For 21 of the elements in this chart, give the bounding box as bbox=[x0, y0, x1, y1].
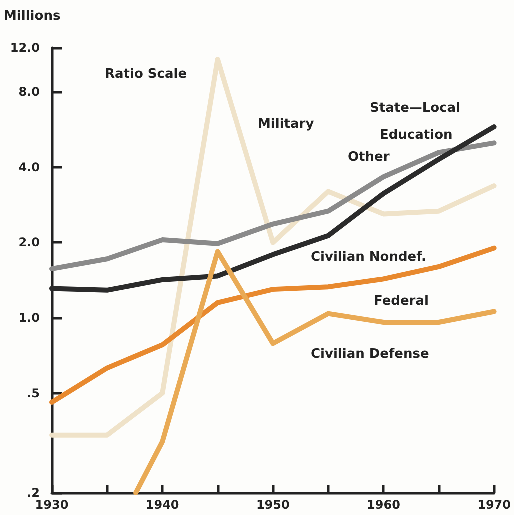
annotation: Ratio Scale bbox=[105, 67, 188, 82]
x-tick-label: 1970 bbox=[478, 498, 512, 512]
y-tick-label: 8.0 bbox=[18, 85, 40, 100]
y-tick-label: 2.0 bbox=[18, 236, 40, 250]
y-tick-label: .2 bbox=[27, 486, 40, 500]
y-tick-label: 1.0 bbox=[18, 311, 40, 326]
series-label: Other bbox=[348, 150, 390, 165]
annotation: Federal bbox=[374, 294, 429, 309]
x-tick-label: 1930 bbox=[35, 498, 69, 512]
annotation: State—Local bbox=[370, 101, 461, 116]
series-label: Civilian Defense bbox=[311, 347, 430, 362]
series-label: Civilian Nondef. bbox=[311, 250, 426, 265]
y-tick-label: 4.0 bbox=[18, 160, 40, 174]
series-label: Education bbox=[380, 128, 453, 143]
y-tick-label: .5 bbox=[27, 386, 40, 400]
y-tick-label: 12.0 bbox=[10, 41, 40, 55]
x-tick-label: 1940 bbox=[146, 498, 180, 512]
series-label: Military bbox=[258, 117, 315, 132]
y-axis-title: Millions bbox=[4, 9, 61, 24]
x-tick-label: 1960 bbox=[367, 498, 400, 512]
x-tick-label: 1950 bbox=[256, 498, 290, 512]
